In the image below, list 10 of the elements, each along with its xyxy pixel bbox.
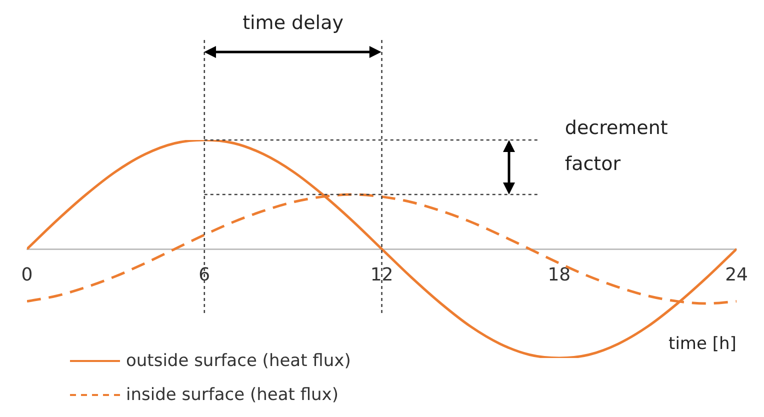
text: time delay [242,12,344,34]
x-axis-title: time [h] [668,334,736,354]
legend-label: outside surface (heat flux) [126,351,351,371]
x-tick-label: 0 [21,264,33,286]
annotation: decrement factor [564,116,669,177]
legend-label: inside surface (heat flux) [126,385,338,405]
x-tick-label: 6 [198,264,210,286]
x-tick-label: 12 [370,264,394,286]
x-tick-label: 18 [548,264,571,286]
x-tick-label: 24 [725,264,748,286]
